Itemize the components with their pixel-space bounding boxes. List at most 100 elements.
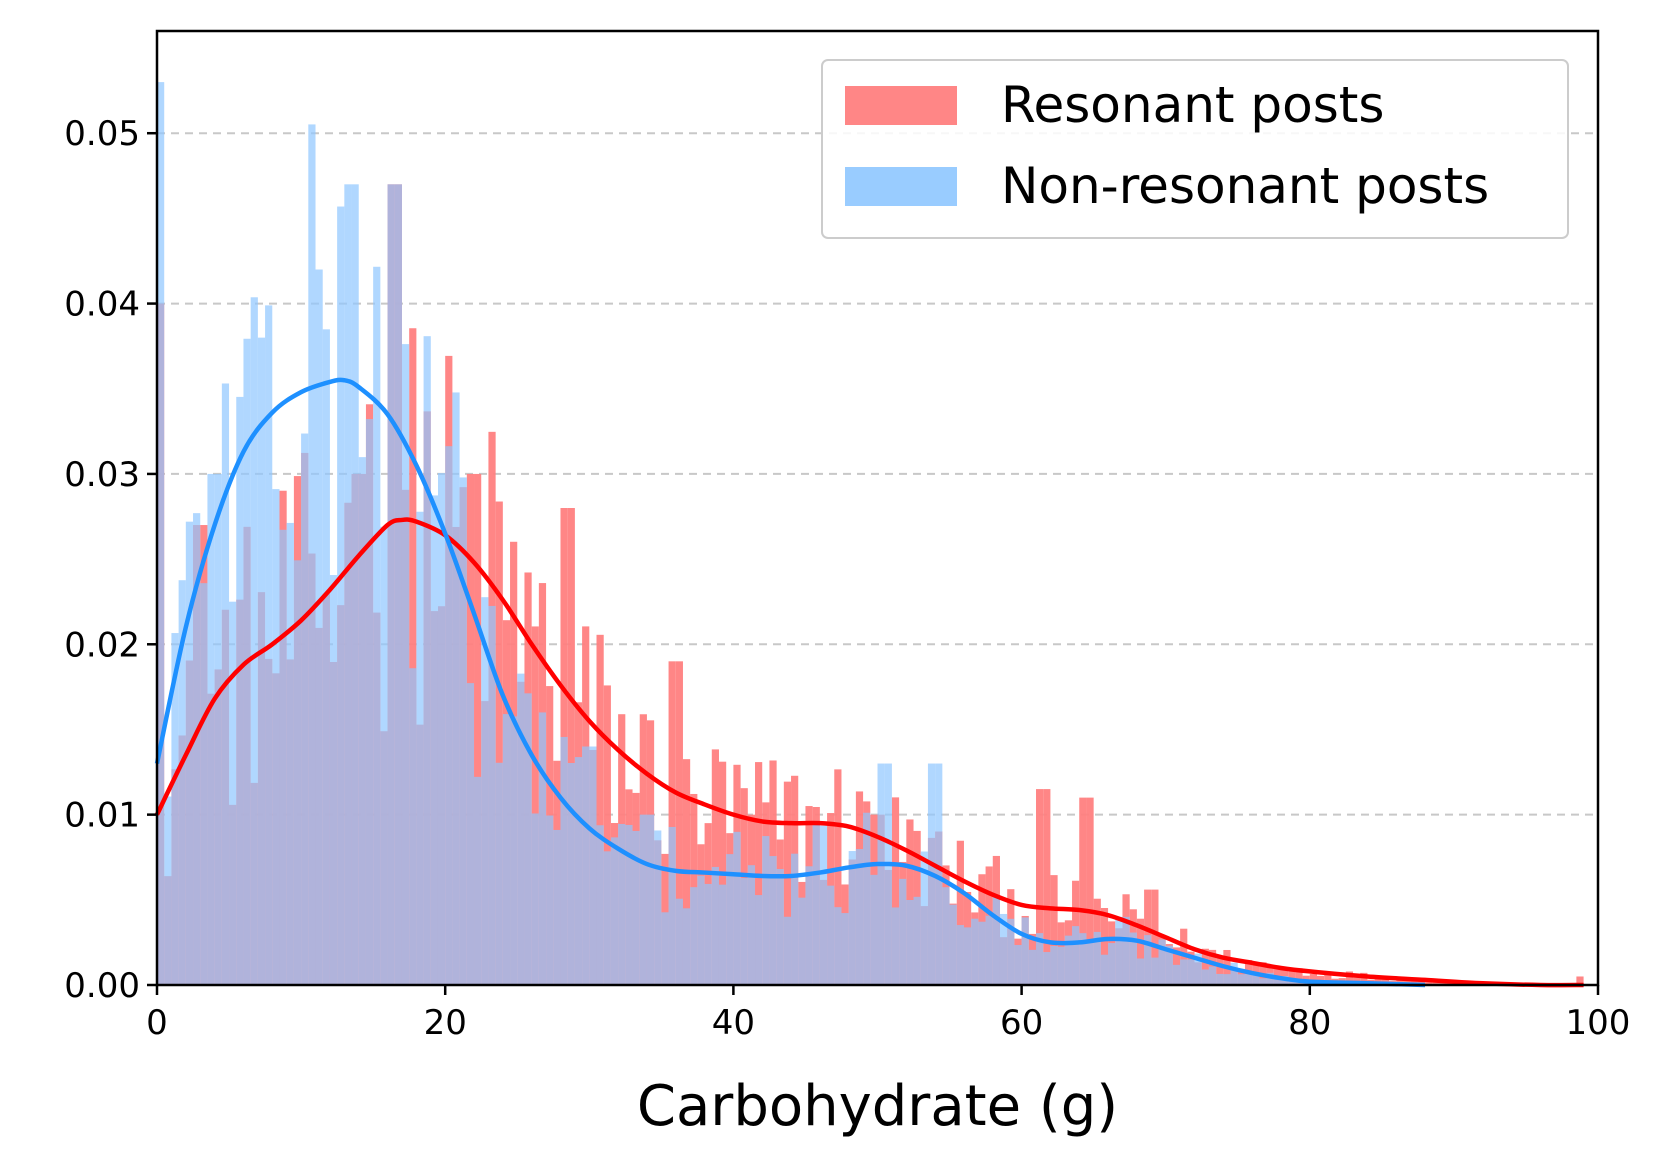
bar (610, 837, 619, 985)
bar (682, 908, 691, 985)
bar (488, 605, 496, 985)
bar (711, 866, 719, 985)
bar (531, 813, 539, 985)
bar (553, 829, 561, 985)
bar (308, 124, 316, 986)
bar (755, 762, 763, 985)
legend-swatch-non-resonant (845, 167, 957, 206)
bar (1576, 976, 1584, 985)
bar (690, 887, 698, 985)
bar (1043, 952, 1051, 985)
bar (740, 878, 748, 985)
bar (992, 897, 1000, 985)
bar (805, 866, 813, 985)
bar (229, 601, 237, 985)
bar (848, 851, 856, 985)
bar (870, 874, 878, 985)
bar (776, 868, 784, 985)
bar (1172, 964, 1181, 985)
bar (1122, 916, 1130, 985)
y-tick-label: 0.04 (64, 285, 140, 325)
x-tick-label: 0 (146, 1003, 168, 1043)
y-tick-label: 0.02 (64, 625, 140, 665)
bar (999, 913, 1008, 985)
bar (798, 897, 806, 985)
bar (157, 82, 165, 986)
bar (1057, 946, 1065, 985)
bar (791, 853, 799, 985)
bar (1028, 949, 1037, 985)
bar (452, 392, 460, 985)
bar (481, 597, 489, 985)
bar (935, 763, 943, 985)
bar (257, 337, 266, 986)
bar (351, 184, 359, 986)
bar (416, 511, 424, 985)
axis-ticks: 0 20 40 60 80 100 0.00 0.01 0.02 0.03 0.04 0.05 (64, 114, 1630, 1043)
bar (409, 668, 417, 985)
bar (510, 716, 518, 985)
bar (315, 269, 323, 985)
bar (899, 878, 907, 985)
bar (1021, 917, 1029, 985)
bar (654, 830, 662, 985)
x-tick-label: 80 (1288, 1003, 1331, 1043)
bar (668, 661, 676, 985)
bar (1345, 971, 1354, 985)
x-axis-label: Carbohydrate (g) (637, 1074, 1118, 1139)
bar (1093, 931, 1101, 985)
bar (1050, 875, 1058, 985)
bar (1223, 974, 1231, 985)
bar (236, 396, 244, 985)
bar (502, 714, 511, 985)
bar (423, 336, 431, 985)
bar (394, 184, 402, 986)
bar (783, 916, 792, 985)
bar (726, 854, 734, 985)
kde-line-non-resonant (154, 377, 1426, 988)
bar (596, 825, 604, 985)
bar (661, 912, 669, 985)
bar (495, 501, 503, 985)
bar (1086, 797, 1094, 985)
bar (409, 328, 417, 985)
bar (783, 781, 792, 985)
bar (567, 762, 575, 985)
bar (358, 457, 366, 986)
bar (971, 918, 979, 985)
bar (365, 419, 374, 985)
bar (437, 473, 446, 985)
bar (380, 526, 388, 985)
bar (819, 825, 828, 985)
legend-swatch-resonant (845, 86, 957, 125)
bar (1244, 973, 1253, 985)
bar (1108, 943, 1116, 985)
bar (1129, 932, 1137, 985)
bar (697, 875, 705, 985)
bar (1151, 889, 1159, 985)
bar (337, 206, 345, 985)
bar (639, 814, 647, 985)
bar (1007, 918, 1015, 985)
bar (495, 762, 503, 985)
bar (445, 446, 453, 985)
bar (1259, 978, 1267, 985)
bar (1360, 972, 1368, 985)
bar (1036, 789, 1044, 985)
bar (1036, 933, 1044, 985)
bar (286, 522, 294, 985)
bar (474, 776, 482, 985)
bar (956, 925, 964, 985)
bar (171, 633, 179, 985)
bar (1043, 789, 1051, 985)
bar (1216, 957, 1224, 985)
bar (517, 673, 525, 985)
bar (949, 904, 957, 985)
bar (329, 575, 338, 985)
x-tick-label: 100 (1566, 1003, 1631, 1043)
bar (603, 685, 611, 985)
bar (560, 736, 568, 985)
bar (1237, 974, 1245, 985)
bar (603, 851, 611, 985)
